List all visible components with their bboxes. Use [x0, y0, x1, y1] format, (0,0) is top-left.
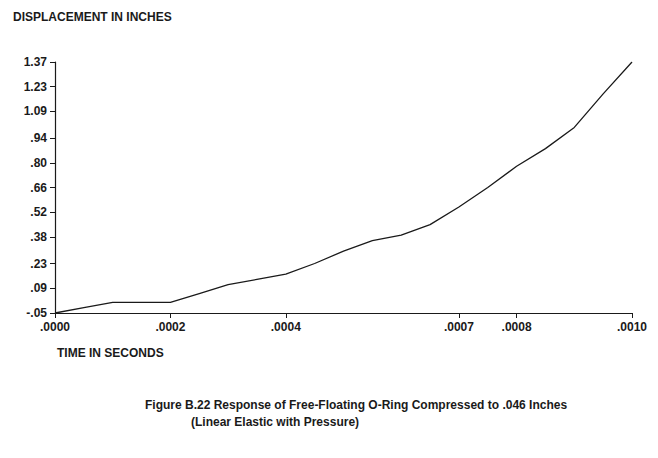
svg-text:1.09: 1.09: [24, 104, 48, 118]
svg-text:1.23: 1.23: [24, 80, 48, 94]
svg-text:-.05: -.05: [26, 306, 47, 320]
svg-text:TIME IN SECONDS: TIME IN SECONDS: [57, 346, 164, 360]
svg-text:Figure B.22 Response of Free-F: Figure B.22 Response of Free-Floating O-…: [145, 398, 567, 412]
svg-text:(Linear Elastic with Pressure): (Linear Elastic with Pressure): [191, 415, 359, 429]
svg-text:.0007: .0007: [444, 320, 474, 334]
svg-text:.38: .38: [30, 230, 47, 244]
svg-text:1.37: 1.37: [24, 55, 48, 69]
svg-text:.80: .80: [30, 156, 47, 170]
svg-text:.0000: .0000: [40, 320, 70, 334]
svg-text:DISPLACEMENT IN INCHES: DISPLACEMENT IN INCHES: [13, 10, 172, 24]
svg-text:.0002: .0002: [155, 320, 185, 334]
svg-text:.23: .23: [30, 257, 47, 271]
svg-text:.0004: .0004: [271, 320, 301, 334]
svg-text:.0008: .0008: [502, 320, 532, 334]
svg-text:.0010: .0010: [617, 320, 647, 334]
svg-text:.09: .09: [30, 281, 47, 295]
svg-text:.94: .94: [30, 131, 47, 145]
svg-text:.52: .52: [30, 205, 47, 219]
svg-text:.66: .66: [30, 181, 47, 195]
